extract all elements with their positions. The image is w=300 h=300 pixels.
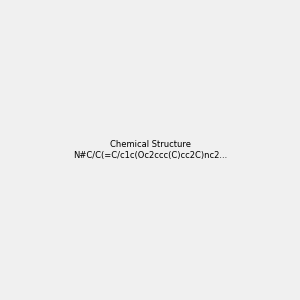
- Text: Chemical Structure
N#C/C(=C/c1c(Oc2ccc(C)cc2C)nc2...: Chemical Structure N#C/C(=C/c1c(Oc2ccc(C…: [73, 140, 227, 160]
